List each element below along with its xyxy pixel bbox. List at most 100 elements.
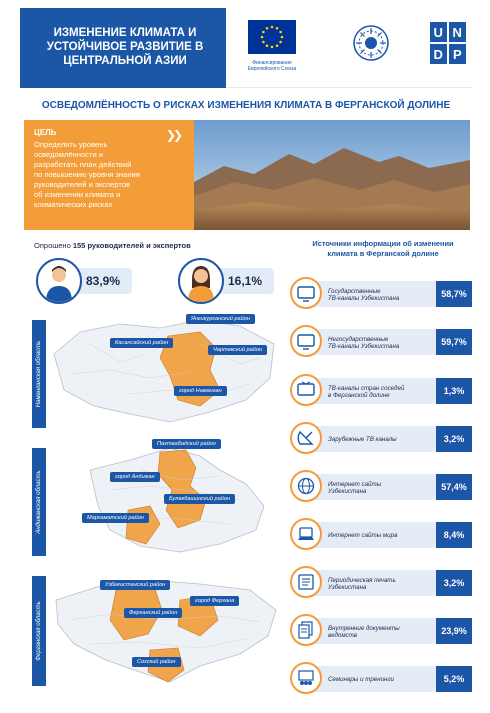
goal-text-line: Определить уровень (34, 140, 108, 149)
goal-block: ЦЕЛЬ ❯❯ Определить уровень осведомлённос… (24, 120, 194, 230)
svg-text:U: U (434, 25, 443, 40)
eu-funding-caption: Финансирование Европейского Союза (232, 60, 312, 72)
source-row: Интернет сайты Узбекистана 57,4% (288, 468, 474, 504)
source-label: Интернет сайты Узбекистана (328, 476, 438, 500)
district-tag: Янгикурганский район (186, 314, 255, 324)
header-title-box: ИЗМЕНЕНИЕ КЛИМАТА И УСТОЙЧИВОЕ РАЗВИТИЕ … (20, 8, 226, 88)
infographic-page: ИЗМЕНЕНИЕ КЛИМАТА И УСТОЙЧИВОЕ РАЗВИТИЕ … (20, 8, 472, 708)
source-pct: 58,7% (436, 281, 472, 307)
newspaper-icon (290, 566, 322, 598)
tv-icon (290, 277, 322, 309)
source-row: Внутренние документы ведомств 23,9% (288, 612, 474, 648)
survey-suffix: руководителей и экспертов (87, 241, 191, 250)
district-tag: Сохский район (132, 657, 181, 667)
male-share: 83,9% (36, 258, 166, 304)
header-title-line: УСТОЙЧИВОЕ РАЗВИТИЕ В (46, 41, 204, 53)
survey-count: 155 (72, 241, 86, 250)
region-name: Андижанская область (36, 470, 42, 534)
tv-icon (290, 374, 322, 406)
source-row: Зарубежные ТВ каналы 3,2% (288, 420, 474, 456)
source-row: Негосударственные ТВ-каналы Узбекистана … (288, 323, 474, 359)
source-label: Интернет сайты мира (328, 524, 438, 548)
source-label-line: Негосударственные (328, 335, 389, 343)
goal-text-line: разработать план действий (34, 160, 132, 169)
source-label-line: Интернет сайты (328, 480, 382, 488)
source-row: ТВ-каналы стран соседей в Ферганской дол… (288, 372, 474, 408)
district-tag: Узбекистанский район (100, 580, 171, 590)
district-tag: город Наманган (174, 386, 227, 396)
source-pct: 3,2% (436, 426, 472, 452)
sources-title-line: климата в Ферганской долине (327, 248, 439, 258)
source-bar (304, 378, 438, 404)
svg-text:P: P (453, 47, 462, 62)
tv-icon (290, 325, 322, 357)
goal-text: Определить уровень осведомлённости и раз… (34, 140, 184, 210)
documents-icon (290, 614, 322, 646)
source-label: Семинары и тренинги (328, 668, 438, 692)
district-tag: Чартакский район (208, 345, 268, 355)
district-tag: Касансайский район (110, 338, 174, 348)
goal-text-line: об изменении климата и (34, 190, 121, 199)
satellite-icon (290, 422, 322, 454)
header: ИЗМЕНЕНИЕ КЛИМАТА И УСТОЙЧИВОЕ РАЗВИТИЕ … (20, 8, 472, 88)
source-pct: 5,2% (436, 666, 472, 692)
source-pct: 57,4% (436, 474, 472, 500)
svg-text:N: N (453, 25, 462, 40)
source-label-line: Узбекистана (328, 488, 367, 495)
source-pct: 23,9% (436, 618, 472, 644)
double-chevron-icon: ❯❯ (165, 128, 183, 142)
source-row: Семинары и тренинги 5,2% (288, 660, 474, 696)
source-label-line: в Ферганской долине (328, 392, 390, 399)
central-asia-climate-logo (353, 25, 389, 61)
eu-flag-logo (248, 20, 296, 54)
survey-summary: Опрошено 155 руководителей и экспертов (34, 241, 191, 250)
source-bar (304, 522, 438, 548)
eu-caption-line: Финансирование (252, 60, 292, 66)
source-bar (304, 329, 438, 355)
region-label-namangan: Наманганская область (32, 320, 46, 428)
source-label: ТВ-каналы стран соседей в Ферганской дол… (328, 380, 438, 404)
source-bar (304, 570, 438, 596)
goal-text-line: руководителей и экспертов (34, 180, 131, 189)
globe-icon (290, 470, 322, 502)
goal-text-line: осведомлённости и (34, 150, 104, 159)
mountain-landscape-photo (194, 120, 470, 230)
district-tag: город Фергана (190, 596, 240, 606)
main-title: ОСВЕДОМЛЁННОСТЬ О РИСКАХ ИЗМЕНЕНИЯ КЛИМА… (41, 100, 451, 111)
region-name: Наманганская область (36, 340, 42, 408)
source-pct: 3,2% (436, 570, 472, 596)
source-bar (304, 618, 438, 644)
district-tag: Ферганский район (124, 608, 183, 618)
goal-text-line: по повышению уровня знания (34, 170, 140, 179)
goal-text-line: климатических рисках (34, 200, 113, 209)
male-avatar-icon (36, 258, 82, 304)
seminar-icon (290, 662, 322, 694)
source-label: Зарубежные ТВ каналы (328, 428, 438, 452)
header-title-line: ИЗМЕНЕНИЕ КЛИМАТА И (53, 27, 197, 39)
district-tag: город Андижан (110, 472, 160, 482)
source-label-line: Зарубежные ТВ каналы (328, 436, 397, 444)
source-label-line: Интернет сайты мира (328, 532, 398, 540)
source-row: Интернет сайты мира 8,4% (288, 516, 474, 552)
female-avatar-icon (178, 258, 224, 304)
region-name: Ферганская область (36, 601, 42, 661)
source-bar (304, 281, 438, 307)
source-label-line: ТВ-каналы Узбекистана (328, 343, 400, 350)
goal-label: ЦЕЛЬ (34, 128, 57, 137)
district-tag: Булакбашинский район (164, 494, 236, 504)
source-label-line: ТВ-каналы Узбекистана (328, 295, 400, 302)
source-pct: 8,4% (436, 522, 472, 548)
source-row: Периодическая печать Узбекистана 3,2% (288, 564, 474, 600)
survey-prefix: Опрошено (34, 241, 71, 250)
svg-text:D: D (434, 47, 443, 62)
source-label-line: Внутренние документы (328, 624, 400, 632)
source-label-line: ТВ-каналы стран соседей (328, 384, 405, 392)
source-pct: 1,3% (436, 378, 472, 404)
source-pct: 59,7% (436, 329, 472, 355)
source-label: Негосударственные ТВ-каналы Узбекистана (328, 331, 438, 355)
district-tag: Мархаматский район (82, 513, 149, 523)
district-tag: Пахтаабадский район (152, 439, 221, 449)
source-label-line: Государственные (328, 287, 381, 295)
source-bar (304, 666, 438, 692)
